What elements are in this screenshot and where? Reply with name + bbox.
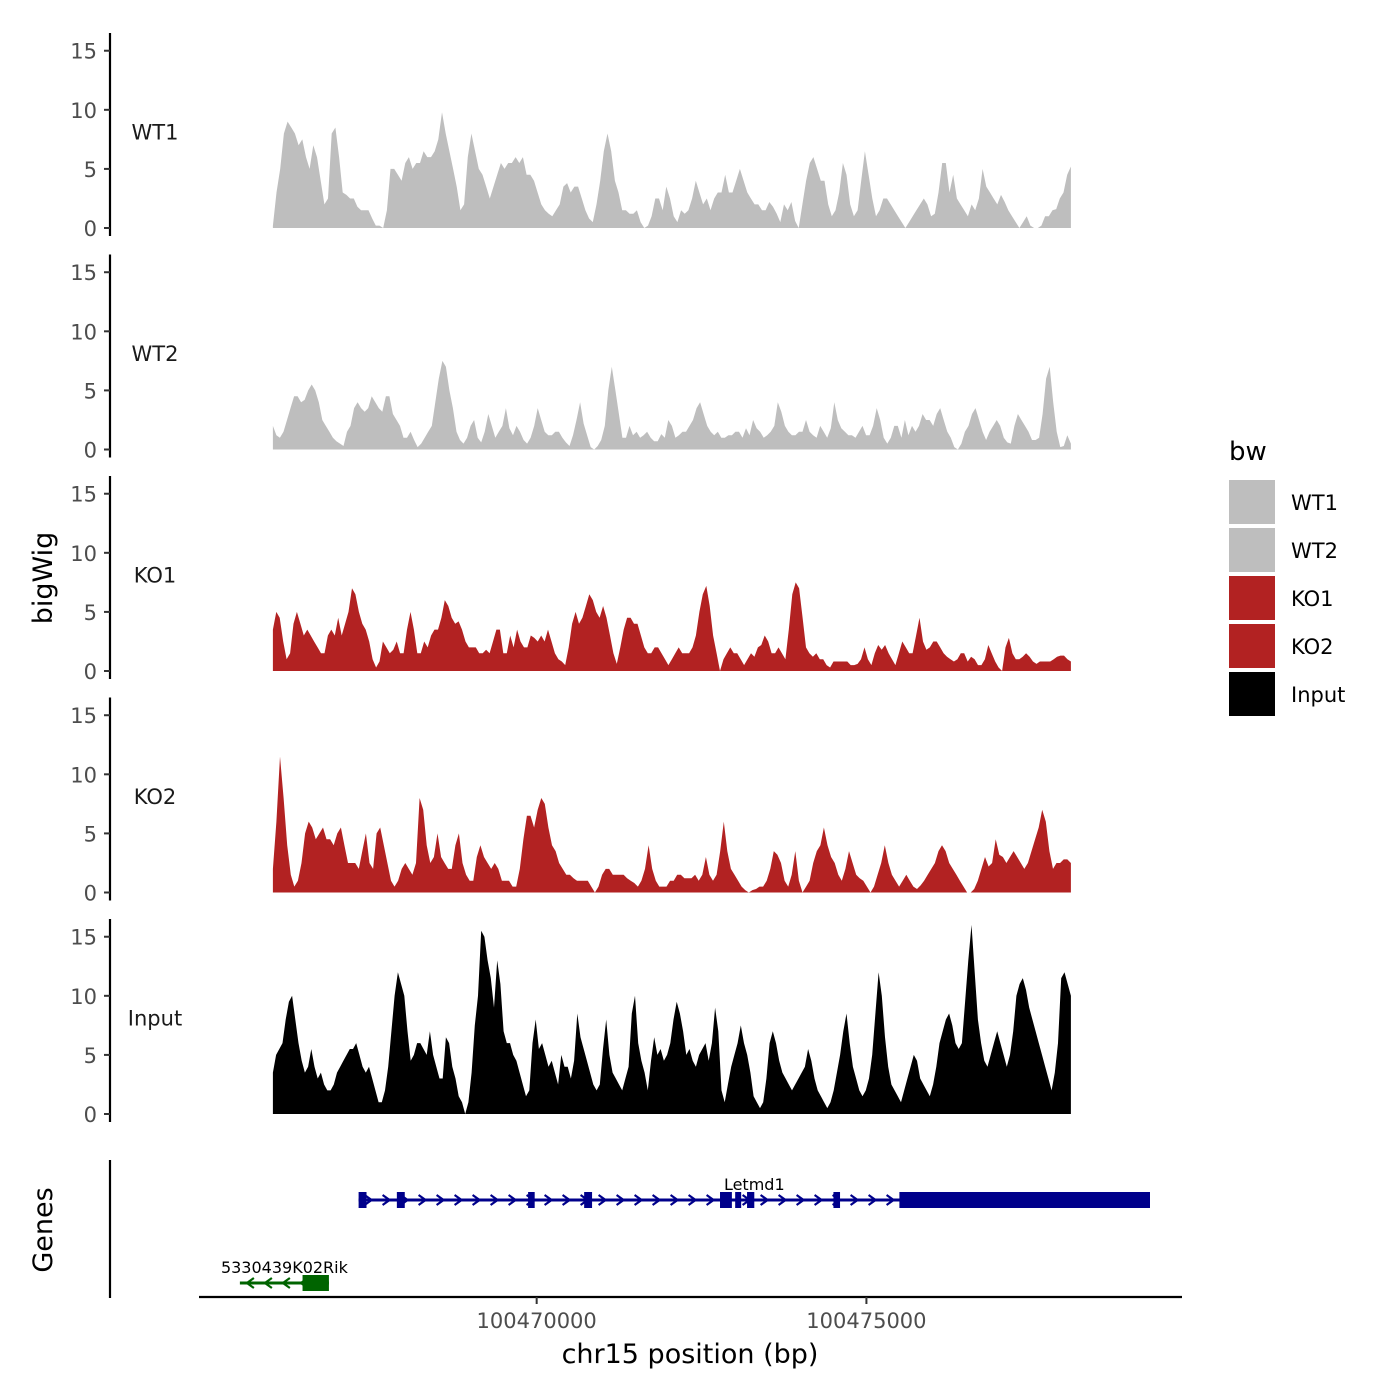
exon — [899, 1192, 1150, 1208]
exon — [584, 1192, 593, 1208]
strand-arrow — [597, 1194, 608, 1206]
strand-arrow — [543, 1194, 554, 1206]
exon — [396, 1192, 405, 1208]
strand-arrow — [561, 1194, 572, 1206]
y-tick-label: 10 — [70, 320, 97, 344]
legend-swatch — [1229, 480, 1275, 524]
legend-swatch — [1229, 672, 1275, 716]
track-label: KO1 — [134, 563, 177, 587]
gene-label: Letmd1 — [724, 1175, 785, 1194]
legend-swatch — [1229, 528, 1275, 572]
legend-swatch — [1229, 576, 1275, 620]
track-label: WT2 — [132, 342, 179, 366]
strand-arrow — [280, 1277, 291, 1289]
y-tick-label: 10 — [70, 542, 97, 566]
exon — [720, 1192, 732, 1208]
genes-group: Letmd1 5330439K02Rik — [108, 1160, 1150, 1298]
x-axis: 100470000 100475000 — [199, 1295, 1182, 1333]
legend: bw WT1 WT2 KO1 KO2 Input — [1229, 437, 1345, 716]
exon — [528, 1192, 535, 1208]
strand-arrow — [813, 1194, 824, 1206]
strand-arrow — [615, 1194, 626, 1206]
y-tick-label: 10 — [70, 985, 97, 1009]
strand-arrow — [381, 1194, 392, 1206]
strand-arrow — [244, 1277, 255, 1289]
track-wt2: 0 5 10 15 WT2 — [70, 254, 1071, 463]
legend-label: WT1 — [1291, 491, 1338, 515]
gene-label: 5330439K02Rik — [221, 1258, 349, 1277]
strand-arrow — [669, 1194, 680, 1206]
y-tick-label: 5 — [84, 601, 97, 625]
x-tick-label: 100475000 — [806, 1309, 926, 1333]
legend-label: KO1 — [1291, 587, 1334, 611]
y-tick-label: 5 — [84, 822, 97, 846]
y-tick-label: 0 — [84, 660, 97, 684]
y-tick-label: 0 — [84, 439, 97, 463]
strand-arrow — [849, 1194, 860, 1206]
gene-5330439k02rik: 5330439K02Rik — [221, 1258, 349, 1291]
x-axis-label: chr15 position (bp) — [562, 1339, 819, 1370]
y-tick-label: 10 — [70, 99, 97, 123]
strand-arrow — [435, 1194, 446, 1206]
legend-swatch — [1229, 624, 1275, 668]
strand-arrow — [489, 1194, 500, 1206]
strand-arrow — [795, 1194, 806, 1206]
exon — [358, 1192, 367, 1208]
x-tick-label: 100470000 — [477, 1309, 597, 1333]
exon — [302, 1275, 329, 1291]
y-tick-label: 0 — [84, 1103, 97, 1127]
strand-arrow — [417, 1194, 428, 1206]
exon — [833, 1192, 841, 1208]
track-ko2: 0 5 10 15 KO2 — [70, 697, 1071, 906]
legend-label: KO2 — [1291, 635, 1334, 659]
exon — [735, 1192, 742, 1208]
genes-axis-label: Genes — [28, 1187, 59, 1272]
strand-arrow — [885, 1194, 896, 1206]
signal-area-wt1 — [272, 112, 1071, 228]
track-label: WT1 — [132, 120, 179, 144]
legend-label: Input — [1291, 683, 1345, 707]
tracks-group: 0 5 10 15 WT1 0 5 10 15 WT2 0 5 10 15 KO1 0 5 10 15 KO2 0 5 10… — [70, 33, 1071, 1127]
legend-title: bw — [1229, 437, 1267, 467]
legend-label: WT2 — [1291, 539, 1338, 563]
strand-arrow — [705, 1194, 716, 1206]
y-tick-label: 10 — [70, 763, 97, 787]
strand-arrow — [262, 1277, 273, 1289]
strand-arrow — [777, 1194, 788, 1206]
signal-area-input — [272, 924, 1071, 1114]
y-tick-label: 5 — [84, 158, 97, 182]
strand-arrow — [687, 1194, 698, 1206]
strand-arrow — [633, 1194, 644, 1206]
track-label: KO2 — [134, 785, 177, 809]
strand-arrow — [471, 1194, 482, 1206]
signal-area-ko2 — [272, 756, 1071, 893]
gene-letmd1: Letmd1 — [358, 1175, 1150, 1208]
y-tick-label: 15 — [70, 483, 97, 507]
strand-arrow — [651, 1194, 662, 1206]
track-input: 0 5 10 15 Input — [70, 919, 1071, 1127]
exon — [747, 1192, 755, 1208]
track-wt1: 0 5 10 15 WT1 — [70, 33, 1071, 241]
track-label: Input — [128, 1006, 182, 1030]
y-tick-label: 15 — [70, 926, 97, 950]
strand-arrow — [363, 1194, 374, 1206]
y-tick-label: 15 — [70, 40, 97, 64]
strand-arrow — [507, 1194, 518, 1206]
strand-arrow — [759, 1194, 770, 1206]
signal-area-wt2 — [272, 360, 1071, 450]
y-tick-label: 0 — [84, 217, 97, 241]
strand-arrow — [453, 1194, 464, 1206]
strand-arrow — [867, 1194, 878, 1206]
y-tick-label: 5 — [84, 1044, 97, 1068]
track-ko1: 0 5 10 15 KO1 — [70, 476, 1071, 684]
y-tick-label: 15 — [70, 704, 97, 728]
y-tick-label: 15 — [70, 261, 97, 285]
y-tick-label: 5 — [84, 379, 97, 403]
y-tick-label: 0 — [84, 882, 97, 906]
signal-area-ko1 — [272, 582, 1071, 671]
y-axis-label: bigWig — [28, 532, 59, 625]
